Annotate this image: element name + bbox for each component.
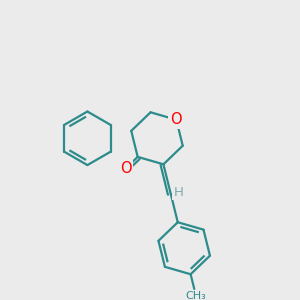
Text: CH₃: CH₃ (186, 291, 206, 300)
Text: H: H (174, 185, 184, 199)
Text: O: O (120, 161, 131, 176)
Text: O: O (170, 112, 182, 127)
